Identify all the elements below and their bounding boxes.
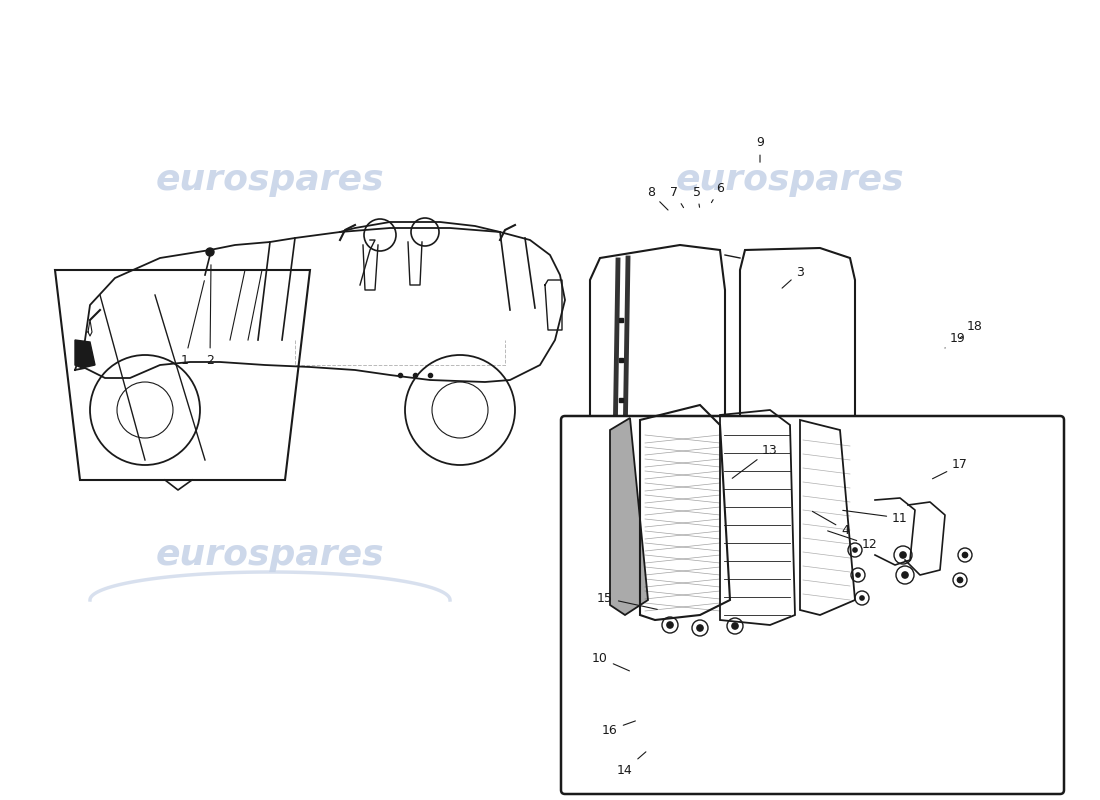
Circle shape	[962, 553, 968, 558]
Text: 4: 4	[813, 511, 849, 537]
Text: 7: 7	[670, 186, 683, 208]
Text: 1: 1	[182, 281, 205, 366]
Polygon shape	[610, 418, 648, 615]
Circle shape	[900, 552, 906, 558]
Circle shape	[852, 548, 857, 552]
Text: eurospares: eurospares	[675, 163, 904, 197]
Circle shape	[856, 573, 860, 577]
Text: 19: 19	[945, 331, 966, 348]
Text: 6: 6	[712, 182, 724, 202]
Circle shape	[206, 248, 214, 256]
Text: 5: 5	[693, 186, 701, 207]
Text: 15: 15	[597, 591, 658, 610]
Circle shape	[697, 625, 703, 631]
Circle shape	[860, 596, 864, 600]
Text: eurospares: eurospares	[156, 538, 384, 572]
Polygon shape	[75, 340, 95, 368]
Circle shape	[667, 622, 673, 628]
Text: 2: 2	[206, 265, 213, 366]
Circle shape	[957, 578, 962, 582]
Text: 3: 3	[782, 266, 804, 288]
Text: 14: 14	[617, 752, 646, 777]
Text: eurospares: eurospares	[675, 538, 904, 572]
Text: 16: 16	[602, 721, 636, 737]
FancyBboxPatch shape	[561, 416, 1064, 794]
Text: eurospares: eurospares	[156, 163, 384, 197]
Text: 8: 8	[647, 186, 668, 210]
Text: 12: 12	[827, 531, 878, 551]
Text: 11: 11	[843, 510, 908, 525]
Text: 18: 18	[960, 319, 983, 338]
Text: 13: 13	[733, 443, 778, 478]
Text: 10: 10	[592, 651, 629, 671]
Text: 9: 9	[756, 137, 763, 162]
Circle shape	[902, 572, 908, 578]
Circle shape	[732, 623, 738, 629]
Text: 17: 17	[933, 458, 968, 478]
